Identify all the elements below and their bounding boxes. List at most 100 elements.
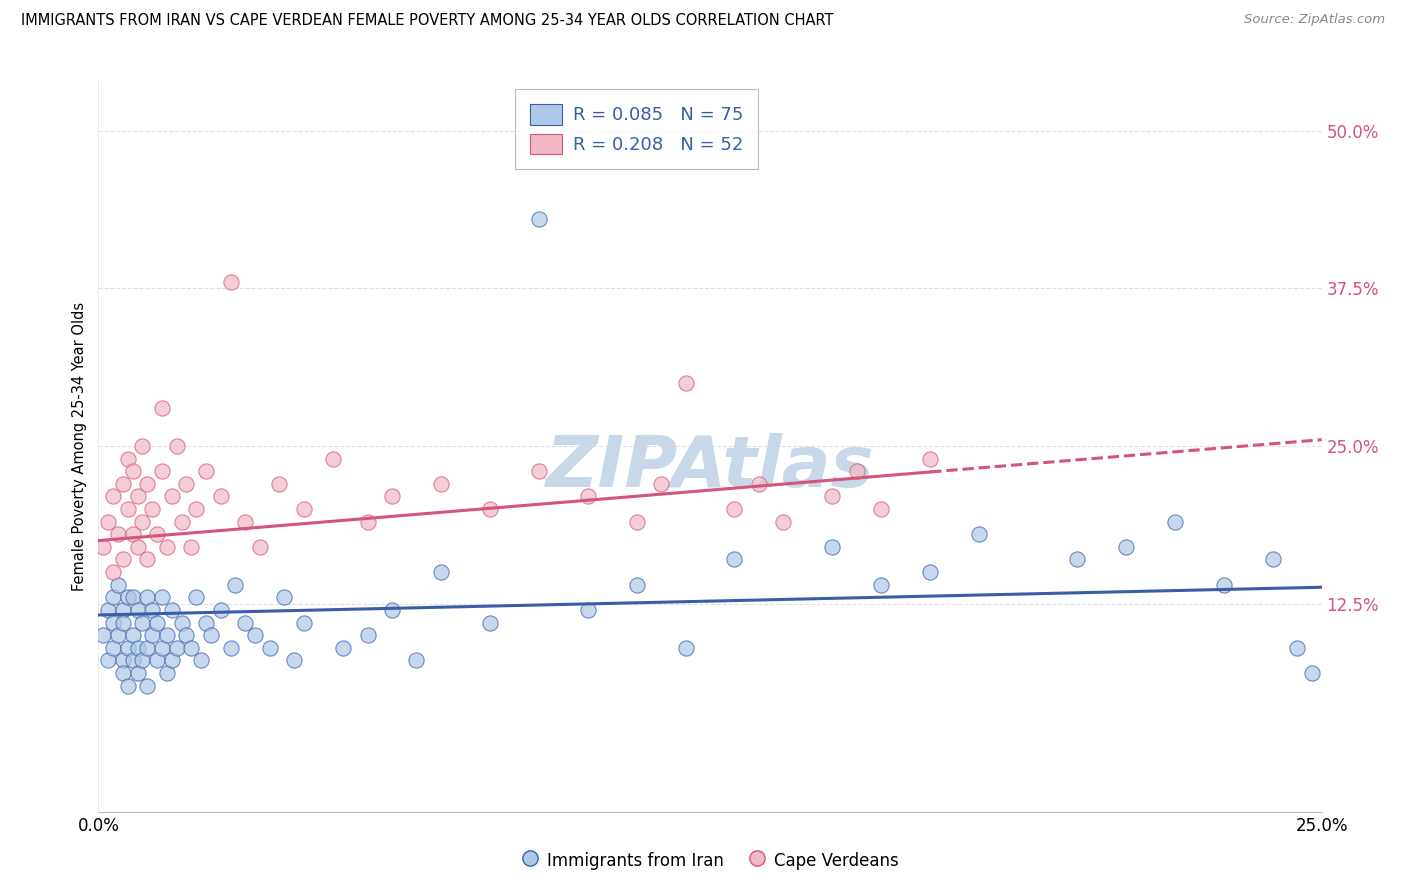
Point [160,603,183,617]
Point [136,591,159,605]
Point [675,376,697,390]
Text: Source: ZipAtlas.com: Source: ZipAtlas.com [1244,13,1385,27]
Point [273,591,295,605]
Point [576,490,599,504]
Point [626,515,648,529]
Point [821,490,844,504]
Point [127,640,149,655]
Point [111,552,134,566]
Point [117,451,139,466]
Point [97,515,120,529]
Point [381,490,404,504]
Point [292,615,315,630]
Point [180,540,202,554]
Point [150,591,173,605]
Point [141,628,163,642]
Point [117,591,139,605]
Point [131,615,153,630]
Point [117,679,139,693]
Point [920,451,942,466]
Point [1261,552,1284,566]
Point [527,212,550,227]
Point [136,552,159,566]
Point [219,275,242,289]
Point [160,653,183,667]
Point [356,628,378,642]
Point [111,615,134,630]
Point [1212,578,1234,592]
Point [91,628,114,642]
Point [478,502,501,516]
Point [176,476,198,491]
Point [233,615,256,630]
Point [97,653,120,667]
Point [224,578,246,592]
Point [176,628,198,642]
Point [146,653,169,667]
Point [111,653,134,667]
Point [190,653,212,667]
Point [723,552,745,566]
Point [576,603,599,617]
Point [127,490,149,504]
Point [233,515,256,529]
Legend: Immigrants from Iran, Cape Verdeans: Immigrants from Iran, Cape Verdeans [515,844,905,877]
Point [101,565,124,579]
Point [121,591,143,605]
Point [195,464,218,478]
Point [97,603,120,617]
Point [117,640,139,655]
Point [101,615,124,630]
Point [180,640,202,655]
Point [186,591,208,605]
Point [870,578,893,592]
Point [127,665,149,680]
Point [249,540,271,554]
Point [136,679,159,693]
Point [723,502,745,516]
Point [1164,515,1187,529]
Point [111,476,134,491]
Point [131,515,153,529]
Point [111,665,134,680]
Point [101,591,124,605]
Point [292,502,315,516]
Point [107,527,129,541]
Point [478,615,501,630]
Point [150,464,173,478]
Point [127,540,149,554]
Point [170,615,193,630]
Point [772,515,794,529]
Point [101,640,124,655]
Point [200,628,222,642]
Point [967,527,990,541]
Point [381,603,404,617]
Point [146,527,169,541]
Point [322,451,344,466]
Point [920,565,942,579]
Point [107,628,129,642]
Point [170,515,193,529]
Point [259,640,281,655]
Point [146,615,169,630]
Point [117,502,139,516]
Point [121,653,143,667]
Point [141,502,163,516]
Point [748,476,770,491]
Point [141,603,163,617]
Point [1066,552,1088,566]
Point [356,515,378,529]
Point [430,565,453,579]
Text: ZIPAtlas: ZIPAtlas [546,434,875,502]
Point [527,464,550,478]
Point [136,640,159,655]
Point [870,502,893,516]
Point [131,653,153,667]
Point [107,578,129,592]
Point [405,653,427,667]
Point [156,665,179,680]
Point [1301,665,1323,680]
Point [121,527,143,541]
Point [845,464,868,478]
Point [186,502,208,516]
